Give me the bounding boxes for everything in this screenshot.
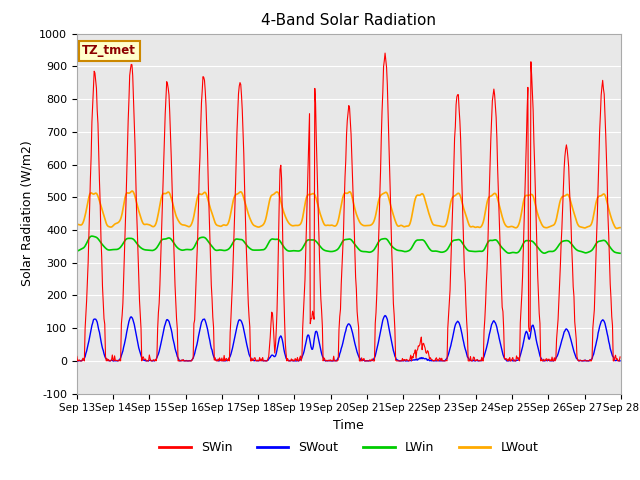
Legend: SWin, SWout, LWin, LWout: SWin, SWout, LWin, LWout <box>154 436 543 459</box>
X-axis label: Time: Time <box>333 419 364 432</box>
Title: 4-Band Solar Radiation: 4-Band Solar Radiation <box>261 13 436 28</box>
Text: TZ_tmet: TZ_tmet <box>82 44 136 58</box>
Y-axis label: Solar Radiation (W/m2): Solar Radiation (W/m2) <box>20 141 33 287</box>
